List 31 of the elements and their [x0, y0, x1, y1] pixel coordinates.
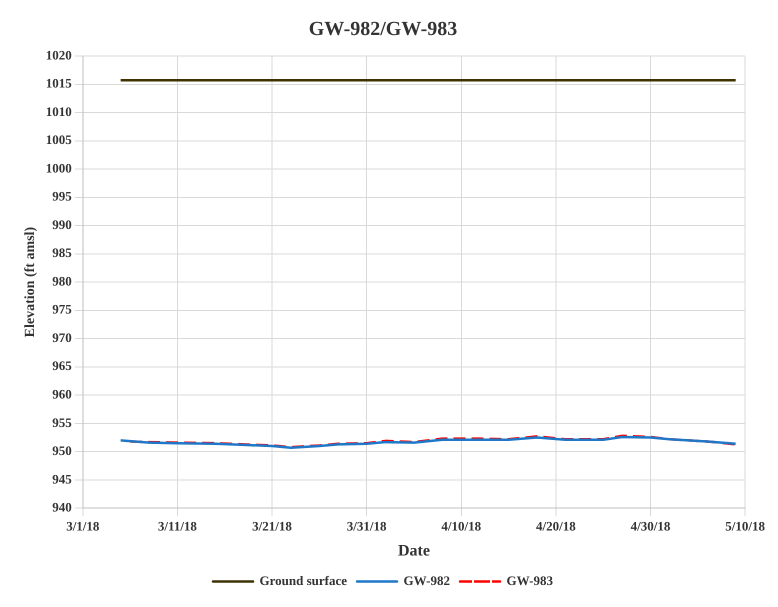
chart-title: GW-982/GW-983: [308, 18, 458, 40]
y-tick-label: 985: [52, 245, 72, 260]
y-tick-label: 1005: [46, 132, 72, 148]
x-tick-label: 3/1/18: [66, 518, 100, 534]
y-tick-label: 980: [52, 273, 72, 288]
x-tick-label: 4/30/18: [630, 518, 671, 534]
legend-label: Ground surface: [260, 572, 348, 588]
y-tick-label: 995: [52, 188, 72, 204]
y-tick-label: 960: [52, 386, 72, 402]
y-tick-label: 1020: [46, 47, 72, 62]
x-axis-title: Date: [398, 542, 430, 560]
y-tick-label: 965: [52, 358, 72, 374]
legend-label: GW-982: [404, 572, 450, 588]
y-tick-label: 1000: [46, 160, 72, 176]
y-tick-label: 945: [52, 471, 72, 486]
y-tick-label: 955: [52, 414, 72, 430]
x-tick-label: 3/11/18: [158, 518, 198, 534]
x-tick-label: 3/21/18: [252, 518, 292, 534]
y-tick-label: 1010: [46, 104, 72, 119]
y-tick-label: 975: [52, 302, 72, 317]
x-tick-label: 4/20/18: [536, 518, 576, 534]
y-tick-label: 950: [52, 443, 72, 458]
legend-label: GW-983: [506, 572, 554, 588]
y-tick-label: 1015: [46, 76, 72, 91]
y-tick-label: 940: [52, 500, 72, 515]
y-axis-title: Elevation (ft amsl): [23, 226, 38, 338]
x-tick-label: 5/10/18: [725, 518, 766, 534]
x-tick-label: 4/10/18: [441, 518, 482, 534]
x-tick-label: 3/31/18: [346, 518, 388, 534]
y-tick-label: 990: [52, 216, 72, 232]
y-tick-label: 970: [52, 330, 72, 345]
